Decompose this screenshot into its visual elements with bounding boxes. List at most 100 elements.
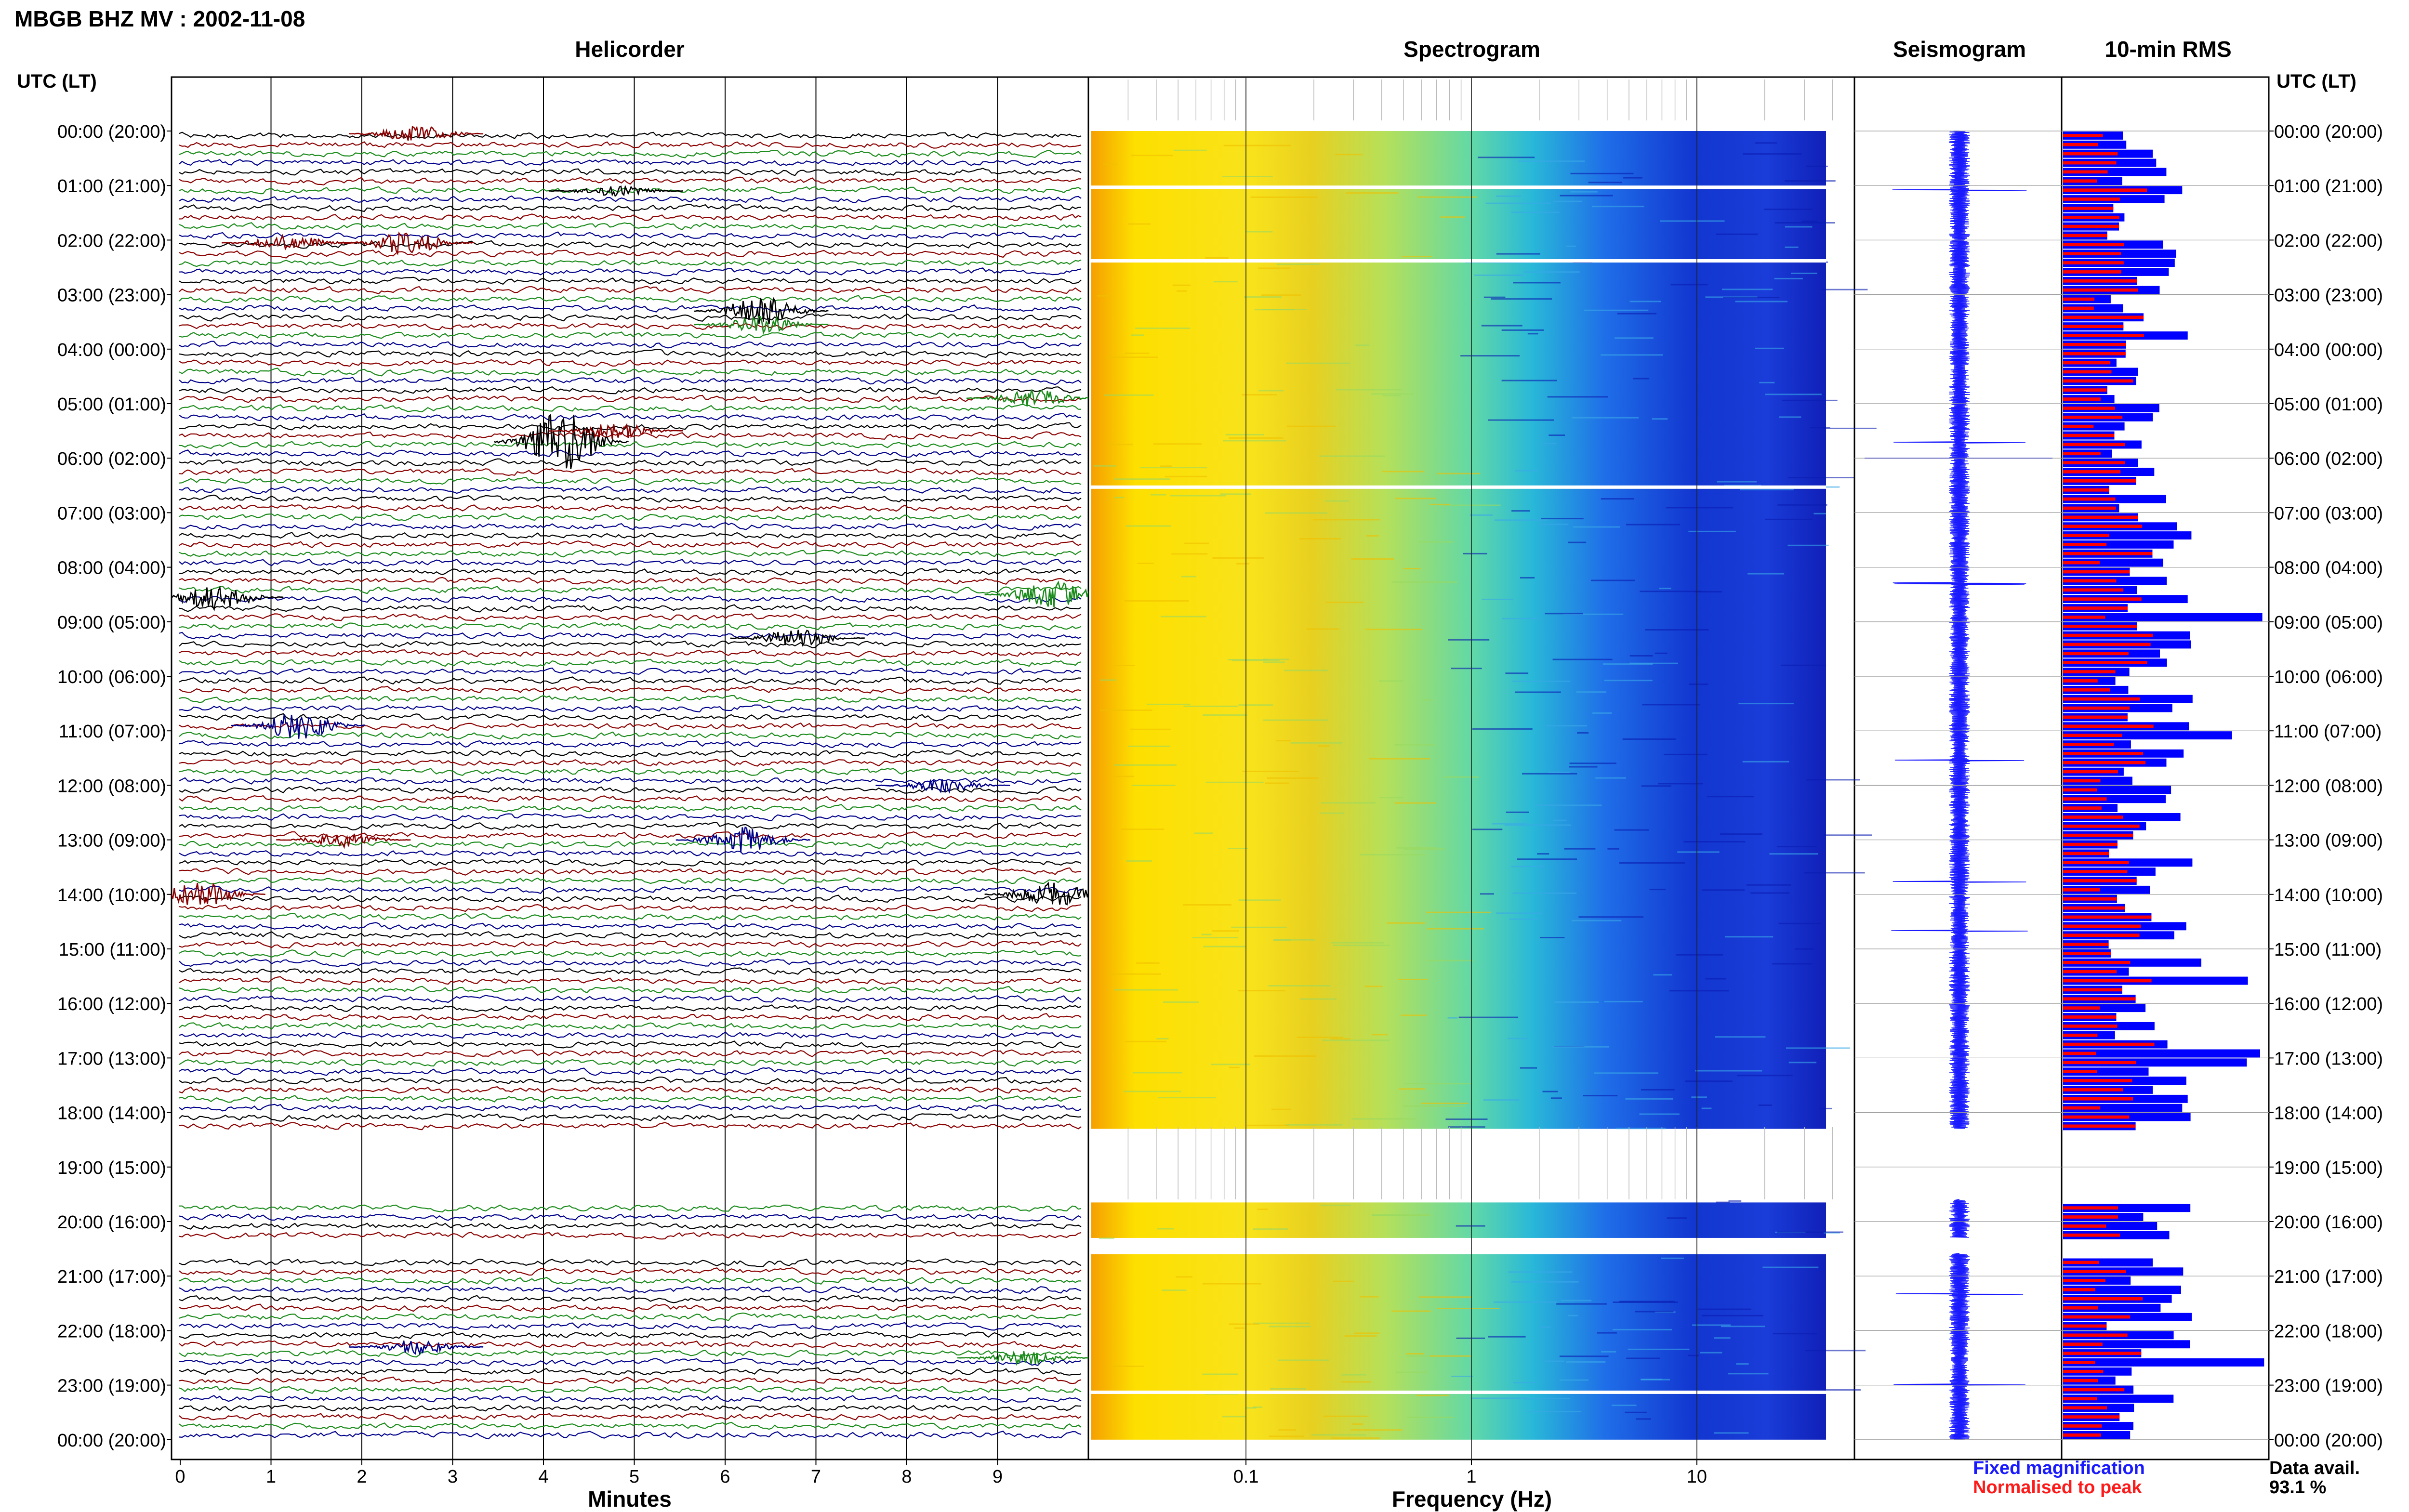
rms-bar-normalised [2063,806,2102,810]
spectrogram-streak [1480,893,1494,895]
spectrogram-streak [1604,680,1653,682]
spectrogram-streak [1344,1335,1377,1337]
helicorder-trace [179,186,1082,195]
rms-bar-normalised [2063,1306,2098,1310]
rms-bar-normalised [2063,424,2094,428]
spectrogram-streak [1508,1271,1573,1273]
helicorder-trace [179,885,1082,894]
helicorder-trace [179,585,1082,594]
spectrogram-streak [1493,1301,1557,1303]
hour-label-left: 03:00 (23:00) [57,286,166,306]
spectrogram-streak [1447,1017,1458,1019]
spectrogram-streak [1543,443,1557,445]
helicorder-event [348,125,484,141]
helicorder-trace [179,304,1082,313]
rms-bar-normalised [2063,943,2109,946]
spectrogram-streak [1716,233,1758,235]
helicorder-trace [179,368,1082,377]
helicorder-trace [179,231,1082,240]
rms-bar-fixed [2063,1058,2247,1067]
spectrogram-streak [1153,443,1202,445]
spectrogram-streak [1265,782,1289,784]
helicorder-xtick-label: 5 [629,1467,639,1487]
rms-bar-normalised [2063,443,2125,447]
helicorder-trace [179,1413,1082,1421]
spectrogram-streak [1774,222,1835,224]
time-axis-label-left: UTC (LT) [17,71,97,92]
spectrogram-streak [1201,933,1212,935]
spectrogram-streak [1137,563,1154,564]
spectrogram-streak [1724,936,1774,938]
rms-bar-fixed [2063,531,2192,539]
spectrogram-streak [1721,1326,1765,1328]
rms-bar-normalised [2063,842,2118,846]
spectrogram-streak [1114,764,1177,766]
spectrogram-streak [1728,1200,1742,1202]
spectrogram-streak [1320,1204,1351,1206]
rms-bar-fixed [2063,1303,2161,1312]
rms-bar-normalised [2063,470,2121,473]
spectrogram-streak [1786,1047,1850,1049]
spectrogram-streak [1231,926,1287,928]
spectrogram-streak [1371,1214,1430,1216]
spectrogram-streak [1801,220,1818,222]
helicorder-xtick-label: 0 [175,1467,185,1487]
spectrogram-streak [1382,471,1424,473]
spectrogram-streak [1151,494,1166,496]
spectrogram-streak [1319,455,1385,457]
rms-bar-normalised [2063,624,2137,628]
helicorder-trace [179,849,1082,857]
rms-bar-normalised [2063,188,2147,192]
spectrogram-streak [1114,497,1125,499]
rms-bar-fixed [2063,558,2163,567]
spectrogram-gap-line [1091,1390,1826,1394]
spectrogram-streak [1253,1322,1310,1324]
spectrogram-streak [1177,290,1187,292]
spectrogram-streak [1440,216,1465,218]
rms-bar-fixed [2063,1358,2264,1367]
spectrogram-streak [1667,1217,1687,1219]
spectrogram-streak [1165,475,1207,477]
spectrogram-streak [1750,892,1790,894]
spectrogram-streak [1619,1301,1675,1302]
spectrogram-streak [1441,504,1501,506]
hour-label-right: 00:00 (20:00) [2274,122,2383,142]
rms-bar-normalised [2063,143,2098,146]
helicorder-trace [179,1031,1082,1039]
helicorder-trace [179,195,1082,203]
spectrogram-streak [1592,206,1644,208]
hour-label-left: 15:00 (11:00) [59,940,166,960]
spectrogram-streak [1537,853,1549,855]
rms-bar-normalised [2063,1397,2097,1401]
rms-bar-fixed [2063,1104,2183,1112]
rms-bar-normalised [2063,579,2117,583]
spectrogram-streak [1157,1228,1174,1230]
spectrogram-streak [1364,986,1383,987]
spectrogram-streak [1422,699,1433,701]
rms-bar-normalised [2063,761,2146,764]
hour-label-left: 22:00 (18:00) [57,1321,166,1341]
spectrogram-streak [1542,1091,1558,1092]
spectrogram-streak [1547,396,1608,398]
rms-bar-normalised [2063,897,2117,901]
spectrogram-streak [1406,1353,1424,1354]
spectrogram-streak [1688,1354,1699,1356]
spectrogram-streak [1278,1359,1329,1361]
rms-bar-normalised [2063,1288,2095,1291]
helicorder-trace [179,313,1082,322]
spectrogram-streak [1520,577,1535,579]
rms-bar-normalised [2063,1388,2125,1392]
rms-bar-fixed [2063,613,2263,621]
helicorder-trace [179,995,1082,1003]
spectrogram-streak [1736,1363,1749,1365]
rms-bar-normalised [2063,597,2142,601]
spectrogram-streak [1511,866,1545,868]
rms-bar-normalised [2063,215,2119,219]
rms-bar-normalised [2063,415,2123,419]
rms-bar-normalised [2063,670,2116,673]
spectrogram-streak [1613,1328,1672,1330]
spectrogram-streak [1341,1374,1366,1376]
rms-bar-normalised [2063,1361,2095,1364]
spectrogram-streak [1318,745,1330,747]
spectrogram-streak [1663,753,1707,755]
